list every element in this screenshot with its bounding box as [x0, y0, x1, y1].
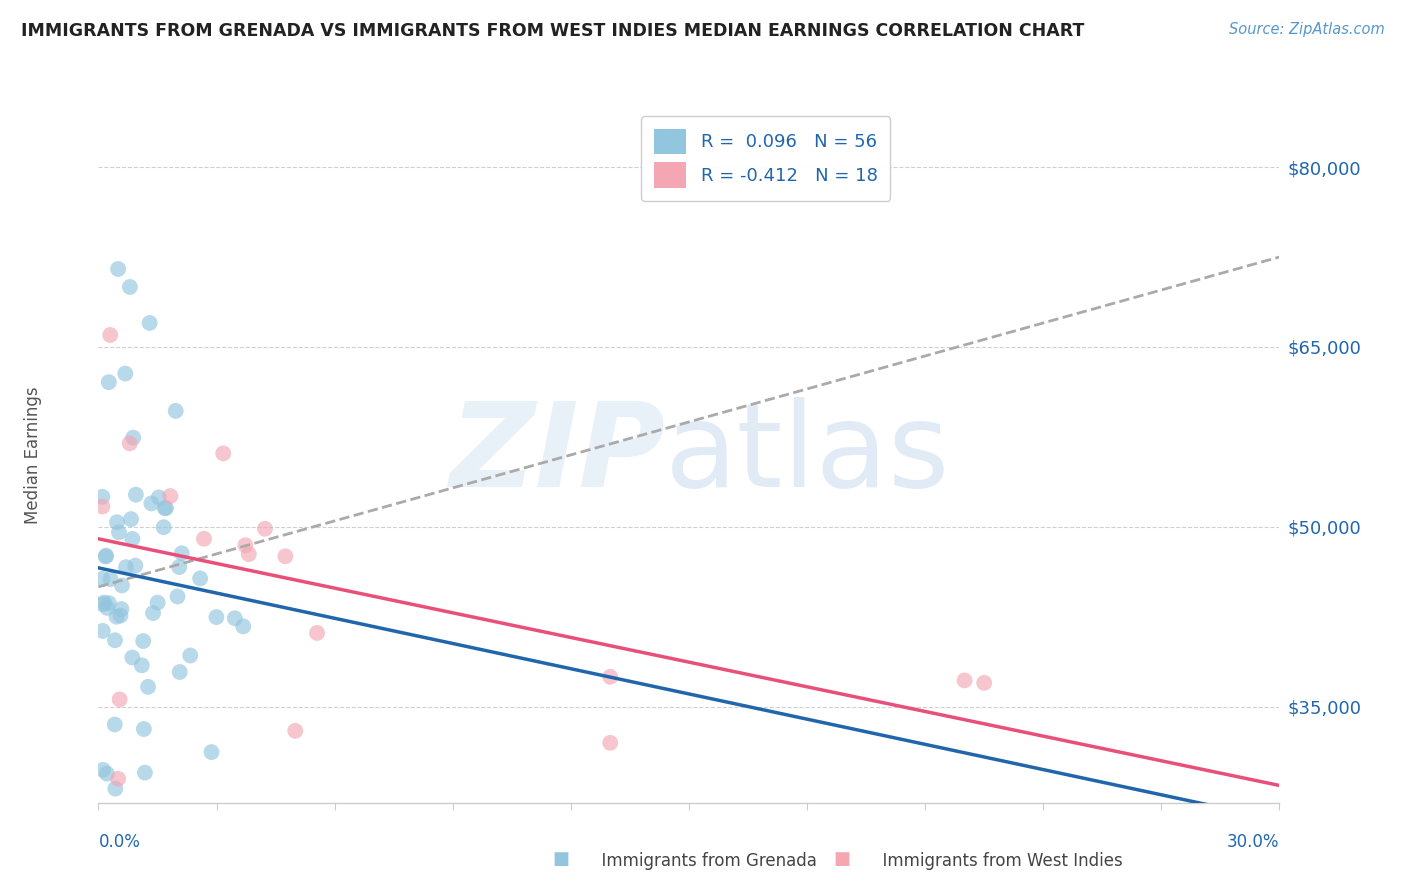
Point — [120, 512, 142, 526]
Point — [114, 367, 136, 381]
Point — [284, 723, 307, 738]
Point — [121, 532, 143, 546]
Point — [96, 601, 118, 615]
Point — [131, 658, 153, 673]
Point — [100, 572, 122, 586]
Point — [132, 722, 155, 736]
Point — [142, 606, 165, 620]
Point — [115, 560, 138, 574]
Point — [91, 763, 114, 777]
Point — [953, 673, 976, 688]
Point — [108, 692, 131, 706]
Point — [165, 404, 187, 418]
Text: atlas: atlas — [665, 398, 950, 512]
Point — [91, 624, 114, 638]
Point — [91, 500, 114, 514]
Point — [274, 549, 297, 564]
Point — [107, 262, 129, 277]
Point — [134, 765, 156, 780]
Point — [238, 547, 260, 561]
Point — [224, 611, 246, 625]
Point — [138, 316, 160, 330]
Point — [167, 560, 190, 574]
Point — [97, 375, 120, 389]
Point — [148, 491, 170, 505]
Point — [253, 522, 276, 536]
Point — [132, 634, 155, 648]
Point — [96, 766, 118, 780]
Point — [110, 602, 132, 616]
Text: Immigrants from Grenada: Immigrants from Grenada — [591, 852, 817, 870]
Point — [122, 431, 145, 445]
Point — [91, 597, 114, 611]
Point — [205, 610, 228, 624]
Point — [152, 520, 174, 534]
Text: ■: ■ — [834, 850, 851, 868]
Point — [94, 549, 117, 564]
Point — [118, 280, 141, 294]
Point — [193, 532, 215, 546]
Point — [188, 571, 211, 585]
Point — [108, 525, 131, 540]
Text: IMMIGRANTS FROM GRENADA VS IMMIGRANTS FROM WEST INDIES MEDIAN EARNINGS CORRELATI: IMMIGRANTS FROM GRENADA VS IMMIGRANTS FR… — [21, 22, 1084, 40]
Point — [136, 680, 159, 694]
Point — [105, 515, 128, 529]
Point — [125, 488, 148, 502]
Point — [166, 590, 188, 604]
Point — [170, 546, 193, 560]
Point — [104, 633, 127, 648]
Point — [98, 328, 121, 343]
Point — [179, 648, 201, 663]
Point — [104, 717, 127, 731]
Point — [169, 665, 191, 679]
Point — [599, 670, 621, 684]
Point — [200, 745, 222, 759]
Point — [973, 676, 995, 690]
Text: 30.0%: 30.0% — [1227, 833, 1279, 851]
Point — [91, 572, 114, 586]
Point — [96, 549, 118, 563]
Text: 0.0%: 0.0% — [98, 833, 141, 851]
Point — [305, 626, 328, 640]
Point — [111, 578, 134, 592]
Point — [233, 538, 256, 552]
Point — [107, 772, 129, 786]
Point — [104, 781, 127, 796]
Text: ZIP: ZIP — [450, 398, 665, 512]
Point — [91, 490, 114, 504]
Point — [110, 608, 132, 623]
Point — [105, 609, 128, 624]
Text: Median Earnings: Median Earnings — [24, 386, 42, 524]
Point — [141, 496, 163, 510]
Point — [599, 736, 621, 750]
Legend: R =  0.096   N = 56, R = -0.412   N = 18: R = 0.096 N = 56, R = -0.412 N = 18 — [641, 116, 890, 201]
Point — [212, 446, 235, 460]
Point — [232, 619, 254, 633]
Point — [155, 501, 177, 516]
Point — [159, 489, 181, 503]
Point — [146, 596, 169, 610]
Point — [97, 596, 120, 610]
Point — [118, 436, 141, 450]
Text: Source: ZipAtlas.com: Source: ZipAtlas.com — [1229, 22, 1385, 37]
Text: ■: ■ — [553, 850, 569, 868]
Point — [93, 596, 115, 610]
Point — [153, 501, 176, 516]
Text: Immigrants from West Indies: Immigrants from West Indies — [872, 852, 1122, 870]
Point — [124, 558, 146, 573]
Point — [121, 650, 143, 665]
